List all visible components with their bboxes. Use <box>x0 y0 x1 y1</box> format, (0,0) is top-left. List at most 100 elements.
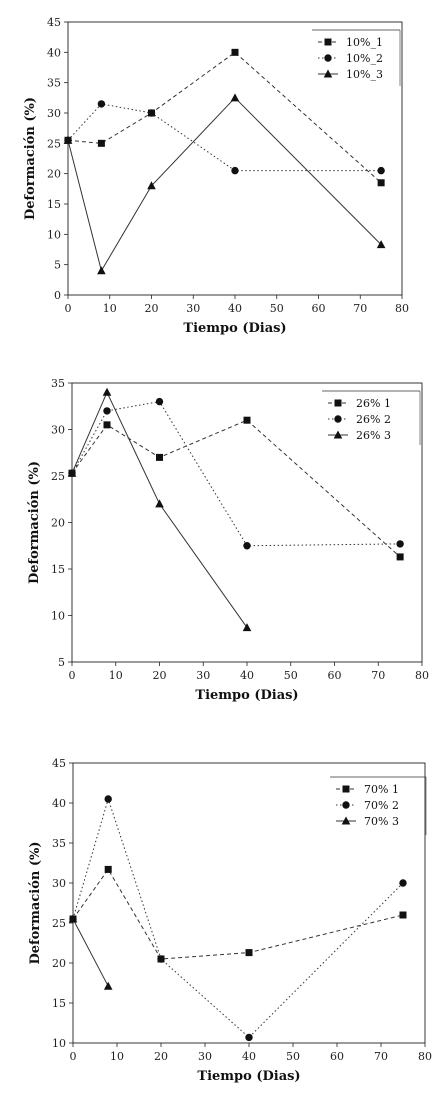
legend-label: 26% 3 <box>356 429 391 442</box>
x-tick-label: 40 <box>242 1050 256 1063</box>
series-2 <box>68 397 404 550</box>
data-point <box>67 468 77 477</box>
series-line <box>71 419 401 558</box>
legend: 70% 1 70% 2 70% 3 <box>330 776 427 835</box>
x-axis-label: Tiempo (Dias) <box>197 1069 300 1084</box>
y-tick-label: 35 <box>52 837 66 850</box>
y-tick-label: 40 <box>52 797 66 810</box>
data-point <box>231 166 239 175</box>
data-point <box>245 949 253 957</box>
x-tick-label: 50 <box>286 1050 300 1063</box>
data-point <box>97 266 106 275</box>
x-tick-label: 30 <box>196 669 210 682</box>
y-tick-label: 40 <box>47 46 61 59</box>
y-tick-label: 0 <box>54 289 61 302</box>
x-tick-label: 80 <box>418 1050 432 1063</box>
series-line <box>72 797 404 1039</box>
x-tick-label: 30 <box>186 302 200 315</box>
data-point <box>103 421 111 429</box>
x-tick-label: 30 <box>198 1050 212 1063</box>
legend-label: 10%_1 <box>346 36 383 49</box>
legend-marker <box>341 816 351 825</box>
y-tick-label: 25 <box>52 917 66 930</box>
y-tick-label: 20 <box>52 957 66 970</box>
y-tick-label: 35 <box>47 77 61 90</box>
series-line <box>72 918 109 987</box>
y-tick-label: 25 <box>47 137 61 150</box>
x-tick-label: 20 <box>145 302 159 315</box>
data-point <box>97 100 106 108</box>
y-tick-label: 30 <box>52 877 66 890</box>
data-point <box>103 407 111 415</box>
x-tick-label: 70 <box>353 302 367 315</box>
axes: 0 10 20 30 40 50 60 70 80 5 10 15 20 25 30 35 <box>51 377 429 682</box>
legend: 10%_1 10%_2 10%_3 <box>312 29 401 86</box>
series-1 <box>69 865 407 963</box>
y-tick-label: 20 <box>51 517 65 530</box>
chart-70-percent: 0 10 20 30 40 50 60 70 80 10 15 20 25 30 35 40 45 Tiempo … <box>0 745 443 1094</box>
legend-label: 70% 2 <box>364 799 399 812</box>
y-tick-label: 45 <box>52 757 66 770</box>
legend-marker <box>324 38 332 46</box>
data-point <box>231 48 239 56</box>
y-tick-label: 35 <box>51 377 65 390</box>
y-tick-label: 10 <box>47 228 61 241</box>
x-tick-label: 0 <box>65 302 72 315</box>
data-point <box>147 109 156 117</box>
data-point <box>399 879 407 887</box>
y-axis-label: Deformación (%) <box>27 461 42 584</box>
legend-label: 10%_2 <box>346 52 383 65</box>
x-tick-label: 60 <box>328 669 342 682</box>
series-3 <box>68 914 113 990</box>
x-tick-label: 40 <box>228 302 242 315</box>
x-tick-label: 50 <box>284 669 298 682</box>
x-tick-label: 40 <box>240 669 254 682</box>
legend-marker <box>334 399 342 407</box>
x-tick-label: 60 <box>312 302 326 315</box>
chart-svg-70-percent: 0 10 20 30 40 50 60 70 80 10 15 20 25 30 35 40 45 Tiempo … <box>28 757 432 1084</box>
data-point <box>245 1033 253 1042</box>
x-tick-label: 20 <box>154 1050 168 1063</box>
chart-svg-26-percent: 0 10 20 30 40 50 60 70 80 5 10 15 20 25 30 35 Tiempo (Di… <box>27 377 429 703</box>
y-tick-label: 30 <box>47 107 61 120</box>
x-tick-label: 10 <box>110 1050 124 1063</box>
data-point <box>155 397 164 406</box>
y-tick-label: 15 <box>51 563 65 576</box>
legend: 26% 1 26% 2 26% 3 <box>322 390 421 445</box>
series-2 <box>69 795 407 1042</box>
y-tick-label: 10 <box>51 610 65 623</box>
legend-label: 70% 3 <box>364 815 399 828</box>
legend-marker <box>324 54 332 62</box>
legend-label: 26% 1 <box>356 397 391 410</box>
data-point <box>104 795 112 803</box>
series-line <box>72 868 404 960</box>
legend-marker <box>323 69 333 78</box>
legend-label: 10%_3 <box>346 68 383 81</box>
x-tick-label: 0 <box>69 669 76 682</box>
series-3 <box>63 93 386 275</box>
data-point <box>377 179 385 187</box>
legend-label: 26% 2 <box>356 413 391 426</box>
y-tick-label: 25 <box>51 470 65 483</box>
chart-10-percent: 0 10 20 30 40 50 60 70 80 0 5 10 15 20 25 30 35 40 45 Tiemp… <box>0 0 443 350</box>
data-point <box>399 911 407 919</box>
series-1 <box>64 48 385 187</box>
series-line <box>67 97 382 273</box>
legend-marker <box>342 801 350 809</box>
data-point <box>103 981 113 990</box>
data-point <box>155 499 164 508</box>
data-point <box>63 135 73 144</box>
x-tick-label: 80 <box>395 302 409 315</box>
data-point <box>102 387 112 396</box>
y-tick-label: 15 <box>47 198 61 211</box>
x-tick-label: 10 <box>109 669 123 682</box>
legend-marker <box>333 430 343 439</box>
y-axis-label: Deformación (%) <box>23 97 38 220</box>
x-axis-label: Tiempo (Dias) <box>183 321 286 336</box>
y-tick-label: 5 <box>54 259 61 272</box>
x-tick-label: 70 <box>371 669 385 682</box>
data-point <box>230 93 240 102</box>
axes: 0 10 20 30 40 50 60 70 80 0 5 10 15 20 25 30 35 40 45 <box>47 16 409 315</box>
chart-26-percent: 0 10 20 30 40 50 60 70 80 5 10 15 20 25 30 35 Tiempo (Di… <box>0 365 443 715</box>
data-point <box>243 542 251 550</box>
